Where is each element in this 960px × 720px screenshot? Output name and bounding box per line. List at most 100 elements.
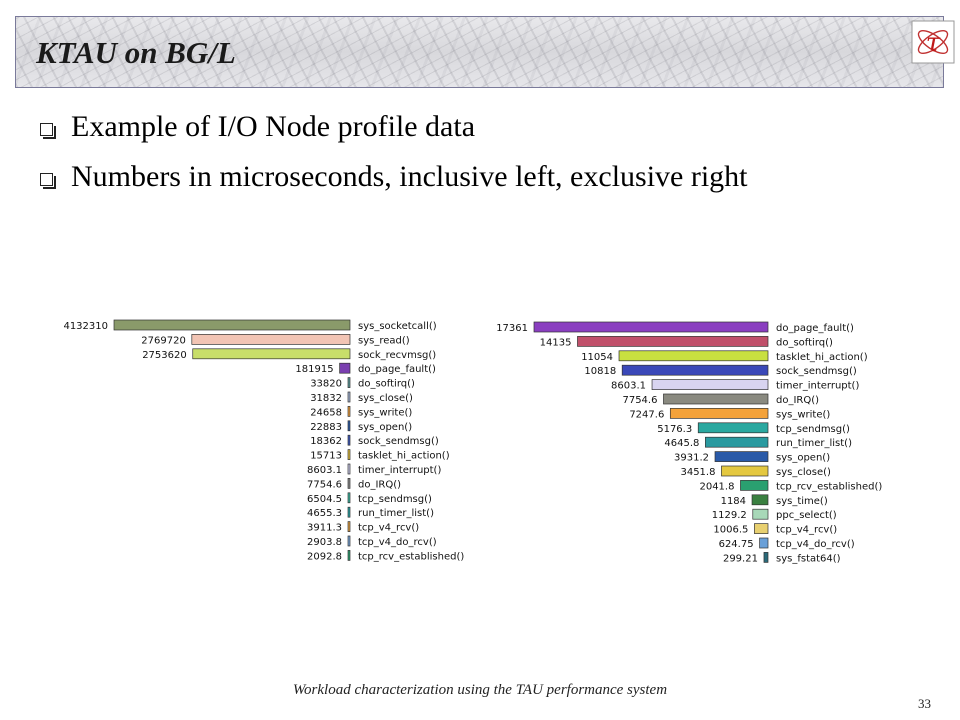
bar-category-label: do_softirq()	[776, 337, 833, 348]
bar	[347, 377, 351, 388]
bar-category-label: tcp_v4_do_rcv()	[358, 537, 437, 548]
bar-value-label: 24658	[310, 407, 342, 418]
bar-value-label: 1006.5	[713, 525, 748, 536]
bar	[347, 434, 351, 446]
bar	[697, 422, 769, 434]
bar-value-label: 11054	[581, 352, 613, 363]
bar	[751, 494, 769, 506]
bar-category-label: tcp_rcv_established()	[358, 551, 464, 562]
bar-value-label: 2092.8	[307, 551, 342, 562]
bar-value-label: 10818	[584, 366, 616, 377]
bar	[752, 508, 769, 520]
bar-value-label: 33820	[310, 379, 342, 390]
bar-category-label: do_IRQ()	[358, 479, 401, 490]
bar	[347, 478, 351, 489]
footer-text: Workload characterization using the TAU …	[292, 682, 668, 698]
bar-category-label: tasklet_hi_action()	[358, 451, 450, 462]
bar-value-label: 8603.1	[611, 381, 646, 392]
bar	[714, 451, 769, 462]
bar	[347, 492, 351, 504]
bar-category-label: tcp_sendmsg()	[776, 424, 850, 435]
bar-category-label: timer_interrupt()	[776, 381, 859, 392]
bar-category-label: sock_sendmsg()	[776, 366, 857, 377]
bullet-text-2: Numbers in microseconds, inclusive left,…	[71, 160, 748, 193]
bar-category-label: sys_read()	[358, 335, 410, 346]
bar-category-label: tcp_v4_do_rcv()	[776, 539, 855, 550]
bar-chart-2: 17361 do_page_fault() 14135 do_softirq() 110…	[496, 321, 882, 564]
bar-value-label: 7247.6	[629, 409, 664, 420]
bar-value-label: 31832	[310, 393, 342, 404]
bullet-text-1: Example of I/O Node profile data	[71, 110, 476, 143]
page-number: 33	[918, 696, 931, 711]
bar	[754, 523, 769, 534]
title-bar: KTAU on BG/L τ	[15, 16, 955, 88]
bar-category-label: ppc_select()	[776, 510, 837, 521]
bar-value-label: 624.75	[719, 539, 754, 550]
bar	[347, 391, 351, 403]
bar-category-label: sys_fstat64()	[776, 553, 841, 564]
bullet-item-1: Example of I/O Node profile data	[40, 110, 475, 144]
bar-value-label: 2769720	[141, 335, 186, 346]
bar-value-label: 2753620	[142, 350, 187, 361]
bar-value-label: 1184	[721, 496, 746, 507]
bar-value-label: 2041.8	[699, 481, 734, 492]
bar-value-label: 7754.6	[622, 395, 657, 406]
bar	[347, 449, 351, 460]
bullet-box-icon	[40, 172, 56, 189]
bar	[618, 350, 769, 362]
bar-category-label: tcp_v4_rcv()	[358, 523, 419, 534]
bar-value-label: 4645.8	[664, 438, 699, 449]
bar-category-label: do_IRQ()	[776, 395, 819, 406]
bar-category-label: sys_open()	[358, 422, 412, 433]
bar	[347, 550, 351, 561]
bar-value-label: 1129.2	[712, 510, 747, 521]
bar	[347, 535, 351, 547]
bar-category-label: do_softirq()	[358, 379, 415, 390]
bar	[113, 319, 351, 331]
bar	[347, 406, 351, 417]
bar-value-label: 4132310	[63, 321, 108, 332]
bar	[192, 348, 351, 360]
bar-value-label: 17361	[496, 323, 528, 334]
bar-chart-1: 4132310 sys_socketcall() 2769720 sys_read()…	[63, 319, 464, 562]
bar-category-label: tcp_v4_rcv()	[776, 525, 837, 536]
bar	[705, 436, 769, 448]
bar-category-label: sys_open()	[776, 453, 830, 464]
bar-value-label: 14135	[540, 337, 572, 348]
bullet-item-2: Numbers in microseconds, inclusive left,…	[40, 160, 748, 194]
bar-value-label: 5176.3	[657, 424, 692, 435]
bar-category-label: tasklet_hi_action()	[776, 352, 868, 363]
bar	[339, 362, 351, 374]
bar-category-label: tcp_sendmsg()	[358, 494, 432, 505]
slide-title: KTAU on BG/L	[36, 35, 236, 70]
bar-category-label: tcp_rcv_established()	[776, 481, 882, 492]
logo-glyph: τ	[926, 28, 941, 58]
bar-category-label: sock_sendmsg()	[358, 436, 439, 447]
bar	[721, 465, 769, 477]
bar-value-label: 3451.8	[680, 467, 715, 478]
bar	[651, 379, 769, 390]
bar-value-label: 2903.8	[307, 537, 342, 548]
bar-value-label: 299.21	[723, 553, 758, 564]
bar-category-label: sys_time()	[776, 496, 828, 507]
bar-value-label: 4655.3	[307, 508, 342, 519]
bar-category-label: do_page_fault()	[358, 364, 436, 375]
bar-value-label: 6504.5	[307, 494, 342, 505]
bar-category-label: sys_close()	[776, 467, 831, 478]
bar-category-label: sys_socketcall()	[358, 321, 437, 332]
bar	[191, 334, 351, 345]
bar-value-label: 181915	[295, 364, 333, 375]
bar	[663, 393, 769, 405]
bar	[347, 521, 351, 532]
bar	[577, 336, 769, 347]
bar-value-label: 3931.2	[674, 453, 709, 464]
tau-logo-icon: τ	[911, 20, 955, 64]
bar-category-label: sys_write()	[358, 407, 412, 418]
bar	[763, 552, 769, 563]
bar	[347, 463, 351, 475]
bar-value-label: 22883	[310, 422, 342, 433]
bar-value-label: 15713	[310, 451, 342, 462]
bar	[740, 480, 769, 491]
bar-category-label: run_timer_list()	[776, 438, 852, 449]
